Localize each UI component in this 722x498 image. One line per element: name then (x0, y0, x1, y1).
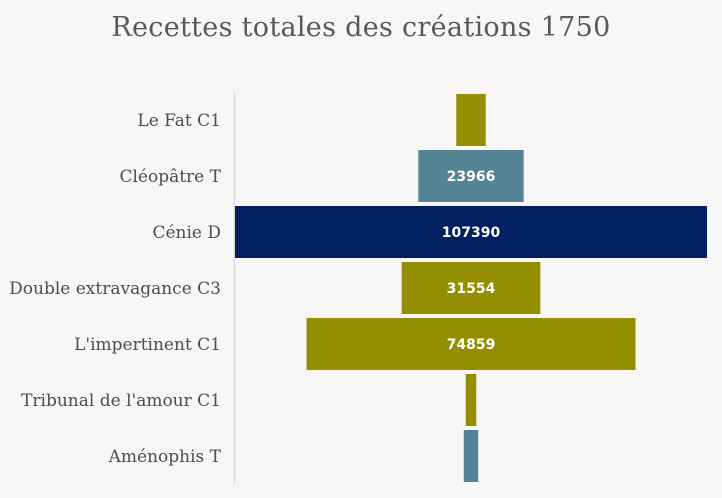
category-label-3: Double extravagance C3 (9, 279, 221, 299)
value-label-1: 23966 (447, 169, 496, 185)
category-label-5: Tribunal de l'amour C1 (21, 391, 221, 411)
chart-title: Recettes totales des créations 1750 (111, 12, 611, 43)
value-label-4: 74859 (447, 337, 496, 353)
value-label-3: 31554 (447, 281, 496, 297)
category-label-4: L'impertinent C1 (74, 335, 221, 355)
category-label-1: Cléopâtre T (119, 167, 221, 187)
category-label-6: Aménophis T (108, 447, 222, 467)
bar-4 (306, 318, 636, 370)
bar-6 (463, 430, 479, 482)
bar-0 (456, 94, 486, 146)
bar-3 (401, 262, 541, 314)
bar-2 (235, 206, 707, 258)
category-label-2: Cénie D (152, 223, 221, 243)
bar-1 (418, 150, 524, 202)
category-label-0: Le Fat C1 (137, 111, 221, 131)
value-label-2: 107390 (442, 225, 501, 241)
bar-5 (465, 374, 477, 426)
